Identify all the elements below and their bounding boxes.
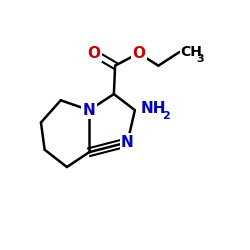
Text: CH: CH [180,45,203,59]
Text: NH: NH [141,102,167,116]
Text: O: O [88,46,101,61]
Text: N: N [121,135,134,150]
Text: 2: 2 [162,111,170,121]
Text: N: N [83,103,96,118]
Text: O: O [132,46,145,61]
Text: 3: 3 [196,54,203,64]
